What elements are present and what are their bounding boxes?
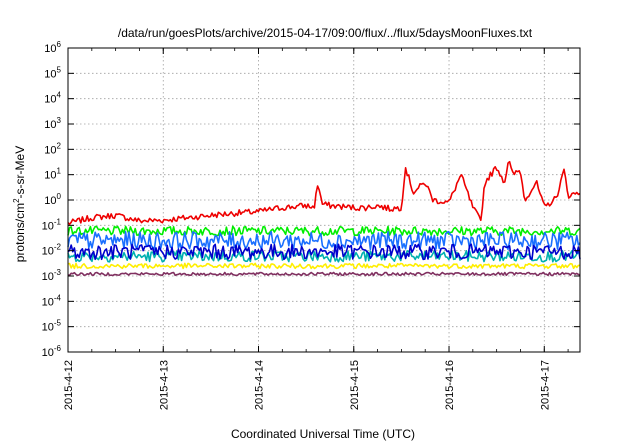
y-tick-base: 10	[44, 94, 56, 106]
x-tick-label: 2015-4-15	[349, 360, 361, 410]
x-tick-label: 2015-4-14	[254, 360, 266, 410]
series-layer	[67, 160, 581, 277]
y-tick-base: 10	[42, 296, 54, 308]
y-tick-base: 10	[44, 170, 56, 182]
y-tick-exponent: -2	[54, 243, 62, 252]
x-axis-label: Coordinated Universal Time (UTC)	[231, 427, 415, 441]
x-tick-label: 2015-4-12	[63, 360, 75, 410]
y-tick-base: 10	[42, 322, 54, 334]
y-tick-base: 10	[42, 347, 54, 359]
y-tick-label: 101	[44, 167, 61, 182]
series-line	[67, 243, 581, 261]
y-tick-base: 10	[44, 43, 56, 55]
chart-title: /data/run/goesPlots/archive/2015-04-17/0…	[118, 26, 533, 40]
y-tick-label: 102	[44, 141, 61, 156]
y-tick-label: 10-6	[42, 344, 62, 359]
x-tick-label: 2015-4-16	[444, 360, 456, 410]
series-line	[67, 225, 581, 237]
y-tick-label: 10-1	[42, 217, 62, 232]
y-tick-base: 10	[44, 68, 56, 80]
y-tick-exponent: 0	[57, 192, 62, 201]
y-tick-exponent: 5	[57, 65, 62, 74]
y-tick-base: 10	[44, 195, 56, 207]
y-tick-base: 10	[42, 220, 54, 232]
y-tick-base: 10	[44, 119, 56, 131]
y-tick-label: 10-2	[42, 243, 62, 258]
series-line	[67, 262, 580, 270]
y-axis: 10-610-510-410-310-210-11001011021031041…	[42, 40, 580, 359]
y-tick-base: 10	[42, 246, 54, 258]
y-tick-exponent: 3	[57, 116, 62, 125]
grid	[68, 48, 580, 352]
y-tick-base: 10	[44, 144, 56, 156]
series-line	[67, 271, 581, 277]
y-tick-exponent: -3	[54, 268, 62, 277]
y-tick-label: 103	[44, 116, 61, 131]
y-tick-exponent: -6	[54, 344, 62, 353]
y-tick-exponent: 4	[57, 91, 62, 100]
x-axis: 2015-4-12 2015-4-13 2015-4-14 2015-4-15 2015…	[63, 48, 569, 410]
y-tick-label: 105	[44, 65, 61, 80]
series-line	[67, 160, 581, 225]
y-tick-base: 10	[42, 271, 54, 283]
y-tick-exponent: 1	[57, 167, 62, 176]
y-tick-exponent: -5	[54, 319, 62, 328]
y-tick-label: 10-4	[42, 293, 62, 308]
y-tick-label: 104	[44, 91, 61, 106]
series-line	[67, 250, 581, 263]
y-tick-label: 106	[44, 40, 61, 55]
y-tick-exponent: -4	[54, 293, 62, 302]
y-tick-label: 100	[44, 192, 61, 207]
y-tick-exponent: 6	[57, 40, 62, 49]
y-tick-label: 10-5	[42, 319, 62, 334]
y-tick-exponent: -1	[54, 217, 62, 226]
y-tick-label: 10-3	[42, 268, 62, 283]
x-tick-label: 2015-4-17	[539, 360, 551, 410]
x-tick-label: 2015-4-13	[158, 360, 170, 410]
y-tick-exponent: 2	[57, 141, 62, 150]
y-axis-label: protons/cm2-s-sr-MeV	[12, 146, 27, 262]
